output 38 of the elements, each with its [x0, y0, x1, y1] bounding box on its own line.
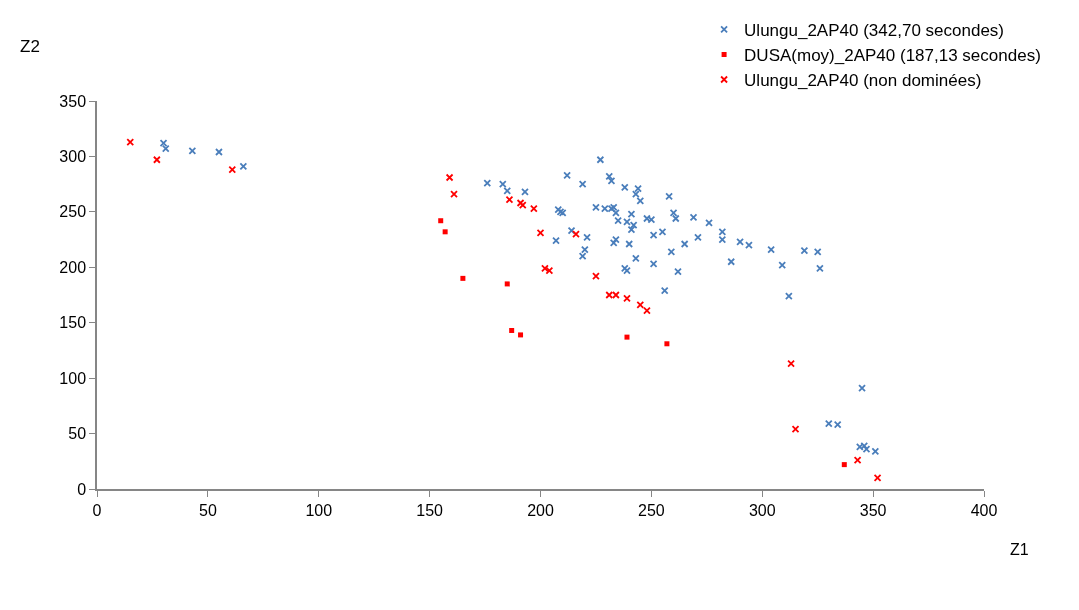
point [505, 195, 514, 204]
legend-label: Ulungu_2AP40 (non dominées) [744, 71, 982, 91]
point [624, 334, 630, 340]
point [442, 229, 448, 235]
y-tick-label: 150 [59, 314, 87, 332]
legend-label: DUSA(moy)_2AP40 (187,13 secondes) [744, 46, 1041, 66]
y-tick-label: 50 [68, 425, 87, 443]
x-tick-label: 200 [527, 501, 554, 519]
point [664, 341, 670, 347]
point [592, 272, 600, 281]
point [518, 332, 524, 338]
legend-label: Ulungu_2AP40 (342,70 secondes) [744, 20, 1004, 40]
y-tick-label: 350 [59, 92, 87, 110]
point [445, 173, 454, 182]
x-tick-label: 150 [416, 501, 444, 519]
point [545, 266, 554, 275]
x-tick-label: 0 [92, 501, 102, 519]
point [572, 230, 580, 238]
y-tick-label: 200 [59, 258, 87, 276]
point [460, 275, 466, 281]
x-tick-label: 350 [859, 501, 887, 519]
point [841, 462, 847, 468]
x-tick-label: 250 [638, 501, 665, 519]
x-tick-label: 100 [305, 501, 333, 519]
y-tick-label: 0 [77, 480, 87, 498]
x-tick-label: 50 [198, 501, 217, 519]
x-tick-label: 400 [970, 501, 998, 519]
y-tick-label: 100 [59, 369, 87, 387]
point [126, 138, 135, 146]
y-tick-label: 250 [59, 203, 87, 221]
point [438, 218, 444, 224]
point [450, 190, 458, 199]
y-axis-title: Z2 [20, 37, 40, 56]
point [504, 281, 510, 287]
x-axis-title: Z1 [1010, 541, 1029, 558]
x-tick-label: 300 [748, 501, 776, 519]
y-tick-label: 300 [59, 148, 87, 166]
point [509, 327, 515, 333]
